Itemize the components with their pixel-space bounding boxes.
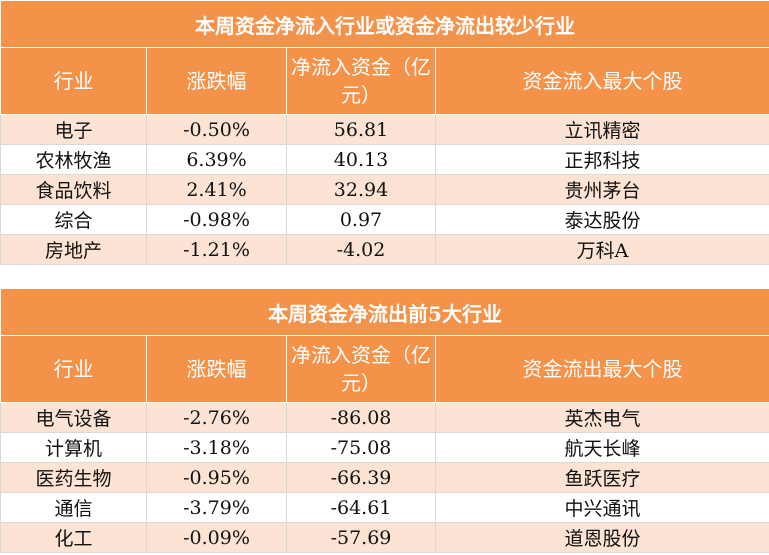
cell-net-inflow: -75.08 (286, 432, 436, 463)
table-title-row: 本周资金净流入行业或资金净流出较少行业 (0, 0, 769, 48)
cell-change: -2.76% (146, 402, 287, 433)
cell-net-inflow: -66.39 (286, 462, 436, 493)
cell-industry: 通信 (0, 492, 147, 523)
cell-net-inflow: 32.94 (286, 174, 436, 205)
table-row: 农林牧渔 6.39% 40.13 正邦科技 (0, 144, 769, 175)
table-row: 房地产 -1.21% -4.02 万科A (0, 234, 769, 265)
table-row: 医药生物 -0.95% -66.39 鱼跃医疗 (0, 462, 769, 493)
column-header-change: 涨跌幅 (146, 335, 287, 403)
table-row: 通信 -3.79% -64.61 中兴通讯 (0, 492, 769, 523)
net-inflow-table: 本周资金净流入行业或资金净流出较少行业 行业 涨跌幅 净流入资金（亿元） 资金流… (0, 0, 769, 265)
cell-net-inflow: -4.02 (286, 234, 436, 265)
cell-net-inflow: -86.08 (286, 402, 436, 433)
table-row: 化工 -0.09% -57.69 道恩股份 (0, 522, 769, 553)
cell-top-stock: 泰达股份 (435, 204, 769, 235)
column-header-net-inflow: 净流入资金（亿元） (286, 47, 436, 115)
cell-industry: 医药生物 (0, 462, 147, 493)
cell-industry: 化工 (0, 522, 147, 553)
cell-industry: 房地产 (0, 234, 147, 265)
cell-change: 2.41% (146, 174, 287, 205)
cell-top-stock: 立讯精密 (435, 114, 769, 145)
cell-net-inflow: 56.81 (286, 114, 436, 145)
column-header-industry: 行业 (0, 335, 147, 403)
cell-industry: 农林牧渔 (0, 144, 147, 175)
column-header-top-stock: 资金流入最大个股 (435, 47, 769, 115)
table-title-row: 本周资金净流出前5大行业 (0, 288, 769, 336)
cell-industry: 综合 (0, 204, 147, 235)
cell-industry: 食品饮料 (0, 174, 147, 205)
cell-industry: 电气设备 (0, 402, 147, 433)
cell-net-inflow: 40.13 (286, 144, 436, 175)
cell-top-stock: 中兴通讯 (434, 492, 769, 523)
table-row: 综合 -0.98% 0.97 泰达股份 (0, 204, 769, 235)
column-header-industry: 行业 (0, 47, 147, 115)
table-title: 本周资金净流入行业或资金净流出较少行业 (0, 0, 769, 48)
column-header-top-stock: 资金流出最大个股 (434, 335, 769, 403)
net-outflow-table: 本周资金净流出前5大行业 行业 涨跌幅 净流入资金（亿元） 资金流出最大个股 电… (0, 288, 769, 553)
cell-change: 6.39% (146, 144, 287, 175)
cell-top-stock: 贵州茅台 (435, 174, 769, 205)
cell-net-inflow: -64.61 (286, 492, 436, 523)
cell-top-stock: 鱼跃医疗 (434, 462, 769, 493)
column-header-net-inflow: 净流入资金（亿元） (286, 335, 436, 403)
table-row: 计算机 -3.18% -75.08 航天长峰 (0, 432, 769, 463)
cell-top-stock: 英杰电气 (434, 402, 769, 433)
cell-change: -1.21% (146, 234, 287, 265)
table-row: 电气设备 -2.76% -86.08 英杰电气 (0, 402, 769, 433)
cell-industry: 计算机 (0, 432, 147, 463)
cell-change: -0.09% (146, 522, 287, 553)
cell-industry: 电子 (0, 114, 147, 145)
table-row: 食品饮料 2.41% 32.94 贵州茅台 (0, 174, 769, 205)
table-header-row: 行业 涨跌幅 净流入资金（亿元） 资金流出最大个股 (0, 335, 769, 403)
cell-change: -0.98% (146, 204, 287, 235)
table-header-row: 行业 涨跌幅 净流入资金（亿元） 资金流入最大个股 (0, 47, 769, 115)
cell-top-stock: 万科A (435, 234, 769, 265)
cell-net-inflow: 0.97 (286, 204, 436, 235)
cell-change: -3.18% (146, 432, 287, 463)
cell-change: -0.50% (146, 114, 287, 145)
table-row: 电子 -0.50% 56.81 立讯精密 (0, 114, 769, 145)
cell-change: -0.95% (146, 462, 287, 493)
column-header-change: 涨跌幅 (146, 47, 287, 115)
cell-net-inflow: -57.69 (286, 522, 436, 553)
table-title: 本周资金净流出前5大行业 (0, 288, 769, 336)
cell-change: -3.79% (146, 492, 287, 523)
cell-top-stock: 航天长峰 (434, 432, 769, 463)
cell-top-stock: 正邦科技 (435, 144, 769, 175)
cell-top-stock: 道恩股份 (434, 522, 769, 553)
